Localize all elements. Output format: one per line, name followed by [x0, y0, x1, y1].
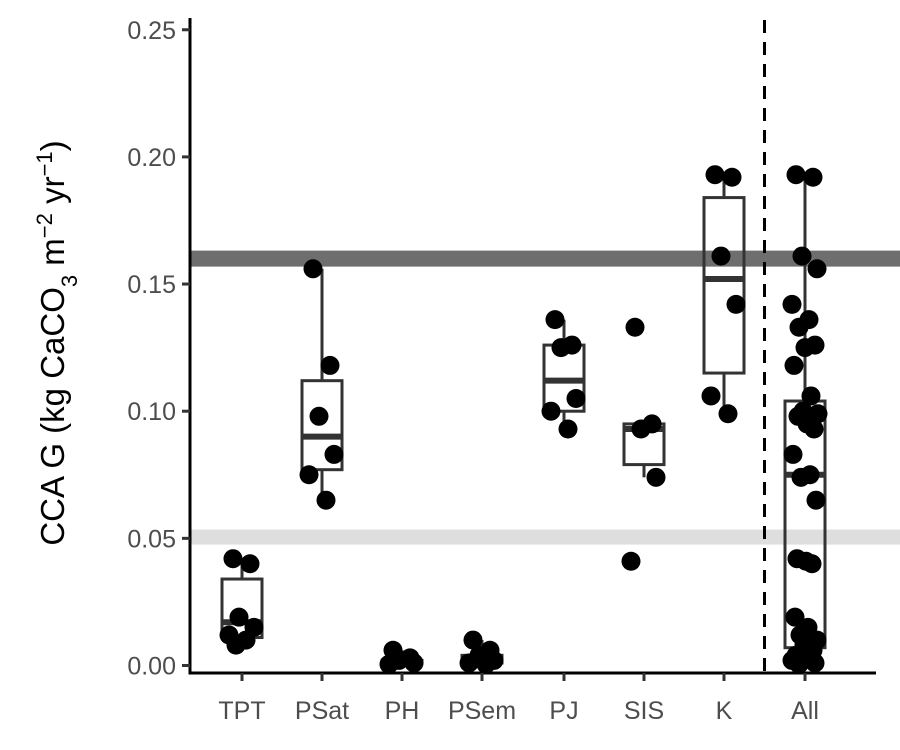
y-tick-label: 0.20: [127, 144, 176, 172]
data-point: [795, 338, 815, 358]
data-point: [805, 653, 825, 673]
data-point: [782, 294, 802, 314]
data-point: [646, 467, 666, 487]
x-tick-label: PSem: [448, 697, 516, 725]
data-point: [803, 167, 823, 187]
y-tick-label: 0.25: [127, 17, 176, 45]
x-tick-label: SIS: [624, 697, 664, 725]
data-point: [229, 607, 249, 627]
axes: [188, 18, 876, 675]
data-point: [726, 294, 746, 314]
y-axis-title-part: ): [34, 140, 71, 151]
data-point: [324, 444, 344, 464]
y-tick-label: 0.10: [127, 398, 176, 426]
points-ph: [379, 640, 424, 674]
data-point: [789, 654, 809, 674]
y-ticks: 0.00 0.05 0.10 0.15 0.20 0.25: [127, 17, 190, 681]
y-axis-title-part: m: [34, 238, 71, 275]
data-point: [316, 490, 336, 510]
data-point: [718, 404, 738, 424]
data-point: [463, 630, 483, 650]
box-k: [702, 174, 746, 414]
data-point: [631, 419, 651, 439]
data-point: [303, 259, 323, 279]
box-iqr: [702, 196, 746, 375]
points-sis: [621, 317, 666, 571]
data-point: [802, 554, 822, 574]
points-pj: [541, 310, 586, 439]
box-iqr: [300, 379, 344, 472]
data-point: [784, 355, 804, 375]
data-point: [240, 554, 260, 574]
data-point: [226, 635, 246, 655]
points-k: [701, 165, 746, 424]
x-tick-label: PSat: [295, 697, 349, 725]
data-point: [621, 551, 641, 571]
data-point: [320, 355, 340, 375]
y-axis-title: CCA G (kg CaCO3 m−2 yr−1): [32, 140, 82, 545]
data-point: [705, 165, 725, 185]
x-tick-label: PH: [385, 697, 420, 725]
points-psat: [299, 259, 344, 510]
data-point: [791, 467, 811, 487]
y-tick-label: 0.05: [127, 525, 176, 553]
y-axis-title-part: yr: [34, 176, 71, 213]
y-tick-label: 0.15: [127, 271, 176, 299]
data-point: [804, 419, 824, 439]
x-ticks: TPT PSat PH PSem PJ SIS K All: [218, 673, 819, 725]
data-point: [223, 549, 243, 569]
data-points: [219, 165, 828, 674]
data-point: [701, 386, 721, 406]
x-tick-label: TPT: [218, 697, 265, 725]
y-axis-title-superscript: −2: [32, 213, 57, 238]
data-point: [806, 490, 826, 510]
data-point: [309, 406, 329, 426]
data-point: [801, 386, 821, 406]
data-point: [807, 259, 827, 279]
data-point: [404, 653, 424, 673]
x-tick-label: K: [716, 697, 733, 725]
data-point: [551, 338, 571, 358]
x-tick-label: PJ: [549, 697, 578, 725]
data-point: [789, 317, 809, 337]
x-tick-label: All: [791, 697, 819, 725]
data-point: [722, 167, 742, 187]
data-point: [299, 465, 319, 485]
points-all: [782, 165, 828, 674]
data-point: [792, 246, 812, 266]
data-point: [459, 653, 479, 673]
data-point: [379, 654, 399, 674]
reference-band: [190, 529, 900, 545]
points-tpt: [219, 549, 264, 655]
points-psem: [459, 630, 504, 674]
y-axis-title-superscript: −1: [32, 151, 57, 176]
y-tick-label: 0.00: [127, 653, 176, 681]
data-point: [711, 246, 731, 266]
data-point: [786, 165, 806, 185]
y-axis-title-part: CCA G (kg CaCO: [34, 287, 71, 546]
data-point: [566, 388, 586, 408]
data-point: [545, 310, 565, 330]
y-axis-title-subscript: 3: [57, 275, 82, 287]
data-point: [625, 317, 645, 337]
data-point: [785, 607, 805, 627]
data-point: [783, 444, 803, 464]
data-point: [558, 419, 578, 439]
data-point: [541, 401, 561, 421]
data-point: [476, 654, 496, 674]
